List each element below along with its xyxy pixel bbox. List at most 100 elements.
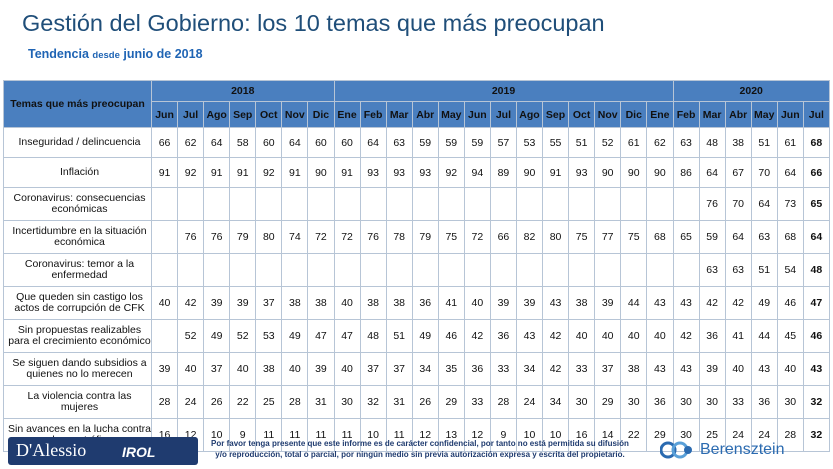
value-cell (307, 253, 335, 287)
value-cell: 46 (437, 319, 465, 353)
table-row: Coronavirus: consecuencias económicas 76 7… (3, 187, 830, 221)
value-cell: 90 (515, 157, 544, 188)
value-cell (281, 187, 309, 221)
value-cell: 90 (620, 157, 648, 188)
value-cell (646, 187, 674, 221)
value-cell: 65 (802, 187, 830, 221)
value-cell: 91 (542, 157, 570, 188)
table-row: Inseguridad / delincuencia 66 62 64 58 60 64 60… (3, 127, 830, 158)
value-cell: 78 (385, 220, 413, 254)
value-cell: 64 (724, 220, 752, 254)
subtitle-part1: Tendencia (28, 47, 89, 61)
month-header: Abr (724, 101, 752, 128)
month-header-row: Jun Jul Ago Sep Oct Nov Dic Ene Feb Mar Abr May Jun J… (4, 101, 830, 128)
page-title: Gestión del Gobierno: los 10 temas que m… (22, 10, 605, 36)
value-cell (359, 253, 387, 287)
value-cell: 29 (437, 385, 465, 419)
value-cell: 42 (724, 286, 752, 320)
value-cell: 30 (568, 385, 596, 419)
value-cell (203, 187, 231, 221)
value-cell (542, 187, 570, 221)
value-cell: 42 (177, 286, 205, 320)
value-cell: 76 (203, 220, 231, 254)
value-cell: 38 (620, 352, 648, 386)
value-cell: 36 (750, 385, 778, 419)
value-cell: 41 (724, 319, 752, 353)
value-cell (646, 253, 674, 287)
value-cell (489, 253, 517, 287)
value-cell: 43 (515, 319, 544, 353)
value-cell: 31 (385, 385, 413, 419)
value-cell: 39 (594, 286, 622, 320)
value-cell: 28 (489, 385, 517, 419)
month-header: Sep (229, 101, 257, 128)
value-cell: 39 (698, 352, 726, 386)
value-cell: 42 (463, 319, 491, 353)
berensztein-mark-icon (660, 441, 692, 459)
value-cell: 80 (255, 220, 283, 254)
value-cell (150, 187, 179, 221)
value-cell: 90 (594, 157, 622, 188)
value-cell: 43 (646, 286, 674, 320)
value-cell: 49 (750, 286, 778, 320)
value-cell: 36 (411, 286, 439, 320)
value-cell: 33 (489, 352, 517, 386)
topic-label: Coronavirus: consecuencias económicas (3, 187, 152, 221)
value-cell: 30 (333, 385, 361, 419)
value-cell: 35 (437, 352, 465, 386)
value-cell: 10 (542, 418, 570, 452)
value-cell: 24 (515, 385, 544, 419)
value-cell: 49 (411, 319, 439, 353)
value-cell: 38 (568, 286, 596, 320)
value-cell (255, 253, 283, 287)
value-cell: 92 (255, 157, 283, 188)
value-cell: 91 (333, 157, 361, 188)
value-cell: 32 (802, 385, 830, 419)
value-cell: 74 (281, 220, 309, 254)
value-cell (177, 253, 205, 287)
value-cell (620, 253, 648, 287)
value-cell: 39 (489, 286, 517, 320)
topic-label: Coronavirus: temor a la enfermedad (3, 253, 152, 287)
value-cell (150, 319, 179, 353)
value-cell: 36 (698, 319, 726, 353)
month-header: Sep (542, 101, 570, 128)
value-cell: 68 (802, 127, 830, 158)
value-cell: 24 (177, 385, 205, 419)
value-cell: 59 (411, 127, 439, 158)
value-cell: 38 (724, 127, 752, 158)
value-cell (594, 253, 622, 287)
value-cell: 75 (568, 220, 596, 254)
value-cell (177, 187, 205, 221)
value-cell: 64 (802, 220, 830, 254)
subtitle-part2: desde (92, 50, 120, 61)
value-cell: 48 (802, 253, 830, 287)
value-cell: 89 (489, 157, 517, 188)
value-cell (489, 187, 517, 221)
value-cell: 30 (620, 385, 648, 419)
value-cell: 43 (646, 352, 674, 386)
logo-left-name: D'Alessio (16, 440, 87, 460)
topic-label: Inseguridad / delincuencia (3, 127, 152, 158)
value-cell: 60 (307, 127, 335, 158)
value-cell (594, 187, 622, 221)
value-cell: 93 (411, 157, 439, 188)
month-header: Feb (672, 101, 700, 128)
value-cell: 9 (229, 418, 257, 452)
value-cell (463, 253, 491, 287)
value-cell: 37 (359, 352, 387, 386)
topic-label: Inflación (3, 157, 152, 188)
value-cell (333, 253, 361, 287)
berensztein-logo: Berensztein (660, 438, 830, 462)
value-cell: 61 (620, 127, 648, 158)
value-cell: 40 (281, 352, 309, 386)
year-header-2019: 2019 (333, 80, 674, 102)
value-cell: 48 (359, 319, 387, 353)
value-cell: 75 (437, 220, 465, 254)
value-cell: 40 (776, 352, 804, 386)
value-cell: 29 (594, 385, 622, 419)
value-cell: 72 (463, 220, 491, 254)
value-cell: 25 (255, 385, 283, 419)
value-cell: 40 (177, 352, 205, 386)
dalessio-irol-logo: D'Alessio IROL (8, 437, 198, 465)
